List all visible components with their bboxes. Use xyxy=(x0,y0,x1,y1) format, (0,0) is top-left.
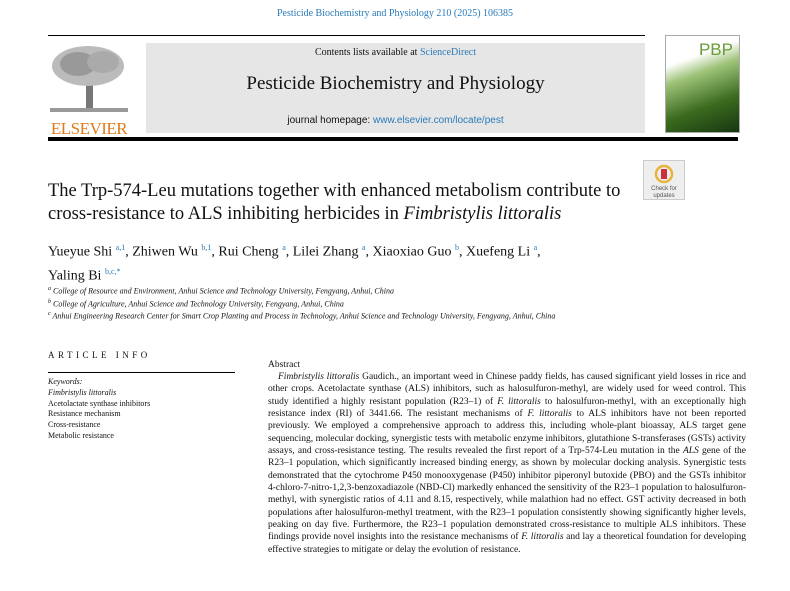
check-for-updates-button[interactable]: Check for updates xyxy=(643,160,685,200)
author-name[interactable]: Xiaoxiao Guo xyxy=(372,244,455,260)
badge-label: Check for updates xyxy=(651,186,677,199)
article-title: The Trp-574-Leu mutations together with … xyxy=(48,180,648,226)
tree-icon xyxy=(50,46,128,112)
author-name[interactable]: Lilei Zhang xyxy=(292,244,362,260)
author-name[interactable]: Yueyue Shi xyxy=(48,244,116,260)
affiliation: b College of Agriculture, Anhui Science … xyxy=(48,298,344,309)
author-name[interactable]: Rui Cheng xyxy=(218,244,283,260)
keyword[interactable]: Acetolactate synthase inhibitors xyxy=(48,398,151,408)
affiliation: c Anhui Engineering Research Center for … xyxy=(48,311,556,321)
author-affiliation-ref[interactable]: b,c,* xyxy=(104,266,121,276)
journal-header-box: Contents lists available at ScienceDirec… xyxy=(146,43,645,133)
affiliation-key: a xyxy=(48,286,51,292)
homepage-link[interactable]: www.elsevier.com/locate/pest xyxy=(373,115,504,126)
sciencedirect-link[interactable]: ScienceDirect xyxy=(419,47,477,58)
contents-line: Contents lists available at ScienceDirec… xyxy=(146,47,645,58)
author-affiliation-ref[interactable]: b,1 xyxy=(201,243,212,252)
affiliation: a College of Resource and Environment, A… xyxy=(48,286,394,296)
homepage-line: journal homepage: www.elsevier.com/locat… xyxy=(146,115,645,126)
abstract-heading: Abstract xyxy=(268,360,301,370)
contents-text: Contents lists available at xyxy=(314,47,420,58)
author-affiliation-ref[interactable]: b xyxy=(454,243,459,252)
bookmark-icon xyxy=(654,164,674,184)
divider xyxy=(48,35,645,36)
author-affiliation-ref[interactable]: a,1 xyxy=(115,243,126,252)
author-affiliation-ref[interactable]: a xyxy=(282,243,286,252)
abstract-text: Fimbristylis littoralis Gaudich., an imp… xyxy=(268,372,747,555)
keyword[interactable]: Cross-resistance xyxy=(48,420,101,430)
publisher-name: ELSEVIER xyxy=(50,119,128,138)
keywords: Keywords: Fimbristylis littoralis Acetolac… xyxy=(48,377,150,442)
elsevier-logo[interactable]: ELSEVIER xyxy=(48,44,130,138)
author-list: Yueyue Shi a,1, Zhiwen Wu b,1, Rui Cheng… xyxy=(48,243,541,284)
keywords-label: Keywords: xyxy=(48,377,83,386)
journal-cover-image[interactable]: PBP xyxy=(665,35,740,133)
author-affiliation-ref[interactable]: a xyxy=(533,243,538,252)
author-name[interactable]: Zhiwen Wu xyxy=(132,244,202,260)
title-species: Fimbristylis littoralis xyxy=(403,204,562,224)
divider xyxy=(48,372,235,373)
affiliation-key: b xyxy=(48,298,51,305)
affiliation-key: c xyxy=(48,311,51,318)
author-name[interactable]: Xuefeng Li xyxy=(465,244,534,260)
author-affiliation-ref[interactable]: a xyxy=(361,243,366,252)
author-name[interactable]: Yaling Bi xyxy=(48,268,105,284)
homepage-text: journal homepage: xyxy=(287,115,373,126)
journal-reference-link[interactable]: Pesticide Biochemistry and Physiology 21… xyxy=(276,8,514,19)
cover-title: PBP xyxy=(698,40,733,59)
keyword[interactable]: Resistance mechanism xyxy=(48,409,121,419)
affiliations: a College of Resource and Environment, A… xyxy=(48,284,555,322)
keyword[interactable]: Metabolic resistance xyxy=(48,430,114,440)
thick-divider xyxy=(48,137,738,141)
title-text: The Trp-574-Leu mutations together with … xyxy=(48,181,621,224)
article-info-heading: ARTICLE INFO xyxy=(48,350,151,360)
keyword[interactable]: Fimbristylis littoralis xyxy=(48,387,117,397)
journal-title: Pesticide Biochemistry and Physiology xyxy=(246,73,545,94)
